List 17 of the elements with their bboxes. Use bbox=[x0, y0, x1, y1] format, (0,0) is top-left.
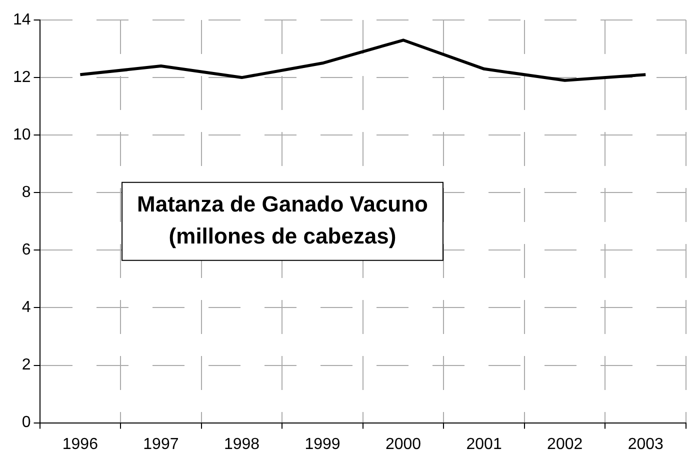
x-tick-label: 1998 bbox=[224, 436, 260, 453]
y-tick-label: 8 bbox=[22, 184, 31, 202]
x-tick-label: 1996 bbox=[62, 436, 98, 453]
x-tick-label: 1997 bbox=[143, 436, 179, 453]
y-tick-label: 4 bbox=[22, 299, 31, 316]
y-tick-label: 12 bbox=[13, 68, 31, 86]
y-tick-label: 14 bbox=[13, 11, 31, 28]
x-tick-label: 2003 bbox=[628, 436, 664, 453]
y-tick-label: 0 bbox=[22, 414, 31, 432]
x-tick-label: 1999 bbox=[304, 436, 340, 453]
x-tick-label: 2000 bbox=[385, 436, 422, 453]
x-tick-label: 2002 bbox=[547, 436, 583, 453]
y-tick-label: 2 bbox=[22, 356, 31, 374]
y-tick-label: 6 bbox=[22, 242, 31, 259]
x-tick-label: 2001 bbox=[466, 436, 502, 453]
y-tick-label: 10 bbox=[13, 126, 31, 144]
text: Matanza de Ganado Vacuno (millones de cabezas) bbox=[137, 191, 428, 248]
